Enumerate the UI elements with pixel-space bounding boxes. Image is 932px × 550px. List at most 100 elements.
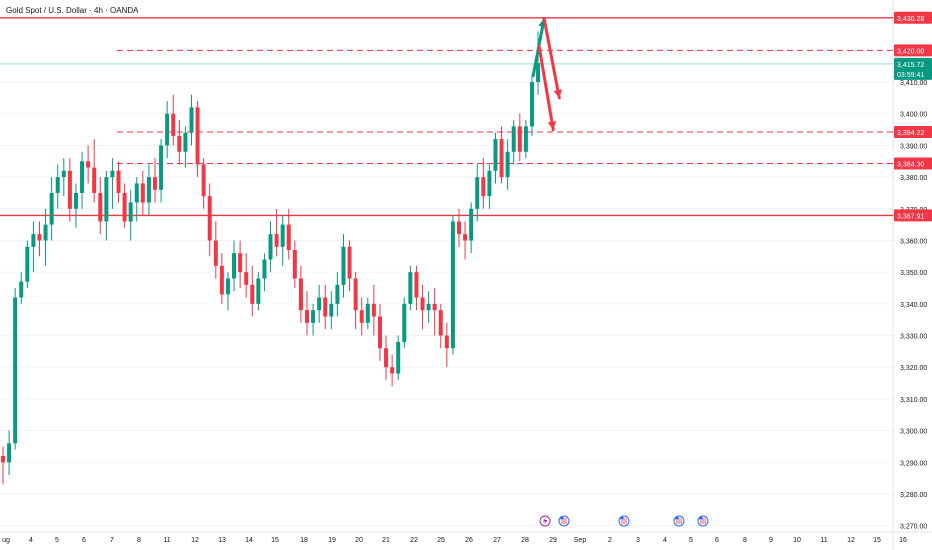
x-tick-label: 15: [271, 537, 279, 544]
candle-body: [140, 183, 145, 203]
candle-body: [25, 246, 30, 282]
x-tick-label: 15: [873, 537, 881, 544]
candle-body: [213, 240, 218, 266]
x-tick-label: 22: [410, 537, 418, 544]
chart-title: Gold Spot / U.S. Dollar · 4h · OANDA: [6, 6, 139, 15]
x-tick-label: 3: [636, 537, 640, 544]
candle-body: [359, 310, 364, 323]
candle-body: [384, 348, 389, 368]
x-tick-label: 11: [163, 537, 170, 544]
candle-body: [292, 249, 297, 279]
x-tick-label: 5: [55, 537, 59, 544]
flag-canton: [620, 517, 624, 520]
candle-body: [207, 196, 212, 241]
x-tick-label: 12: [847, 537, 855, 544]
candle-body: [73, 192, 78, 209]
candle-body: [250, 284, 255, 304]
candle-body: [475, 177, 480, 209]
candle-body: [469, 208, 474, 241]
candle-body: [298, 278, 303, 311]
candle-body: [43, 224, 48, 241]
level-price-badge: [894, 209, 932, 222]
x-tick-label: 9: [769, 537, 773, 544]
countdown-label: 03:59:41: [897, 72, 924, 79]
candle-body: [110, 170, 115, 178]
x-tick-label: 8: [743, 537, 747, 544]
candle-body: [305, 310, 309, 323]
x-tick-label: 21: [382, 537, 390, 544]
candle-body: [262, 259, 267, 279]
candle-body: [353, 278, 358, 311]
x-tick-label: 11: [820, 537, 827, 544]
candle-body: [37, 234, 42, 241]
candle-body: [189, 107, 194, 133]
candle-body: [408, 272, 413, 304]
y-tick-label: 3,320.00: [900, 365, 927, 372]
y-tick-label: 3,380.00: [900, 175, 927, 182]
flag-canton: [675, 517, 679, 520]
last-price-badge: [894, 57, 932, 80]
candle-body: [238, 253, 243, 273]
candle-body: [317, 297, 322, 311]
candle-body: [365, 303, 370, 323]
candle-body: [201, 164, 206, 197]
level-price-label: 3,367.91: [897, 213, 924, 220]
candle-body: [426, 303, 431, 311]
arrow-head: [547, 121, 557, 130]
candle-body: [505, 151, 510, 178]
candle-body: [268, 234, 273, 260]
candle-body: [390, 367, 395, 374]
candle-body: [523, 126, 528, 152]
candle-body: [536, 63, 541, 83]
level-price-badge: [894, 11, 932, 24]
candle-body: [153, 177, 157, 190]
candle-body: [244, 272, 249, 285]
candle-body: [104, 177, 109, 222]
x-tick-label: 6: [82, 537, 86, 544]
candle-body: [438, 310, 443, 336]
candle-body: [487, 170, 492, 197]
x-tick-label: 2: [608, 537, 612, 544]
candle-body: [396, 341, 401, 374]
projection-arrow[interactable]: [537, 45, 555, 132]
x-tick-label: Sep: [574, 537, 587, 544]
x-tick-label: 19: [328, 537, 336, 544]
candle-body: [61, 170, 66, 178]
candle-body: [80, 161, 85, 193]
candle-body: [286, 224, 291, 250]
candle-body: [219, 265, 224, 295]
x-tick-label: 18: [300, 537, 308, 544]
candle-body: [335, 284, 340, 304]
level-price-badge: [894, 126, 932, 139]
candle-body: [116, 170, 121, 193]
x-tick-label: 13: [218, 537, 226, 544]
flag-canton: [560, 517, 564, 520]
candle-body: [195, 107, 200, 165]
candle-body: [511, 126, 516, 152]
level-price-label: 3,384.30: [897, 161, 924, 168]
x-tick-label: 14: [245, 537, 253, 544]
x-tick-label: 7: [110, 537, 114, 544]
candle-body: [146, 177, 151, 203]
candle-body: [457, 221, 461, 235]
x-tick-label: 20: [355, 537, 363, 544]
candle-body: [420, 297, 425, 311]
candle-body: [414, 272, 419, 298]
y-tick-label: 3,340.00: [900, 302, 927, 309]
y-tick-label: 3,410.00: [900, 80, 927, 87]
candle-body: [341, 246, 346, 285]
x-tick-label: 29: [549, 537, 557, 544]
level-price-label: 3,420.00: [897, 48, 924, 55]
y-tick-label: 3,290.00: [900, 460, 927, 467]
projection-arrow[interactable]: [542, 17, 561, 100]
candle-body: [499, 139, 504, 178]
candle-body: [256, 278, 261, 304]
level-price-badge: [894, 157, 932, 170]
candle-body: [323, 297, 328, 317]
level-price-label: 3,394.22: [897, 130, 924, 137]
candle-body: [183, 132, 188, 152]
flash-glyph: [543, 517, 548, 525]
candle-body: [92, 167, 97, 193]
x-tick-label: ug: [2, 537, 10, 544]
